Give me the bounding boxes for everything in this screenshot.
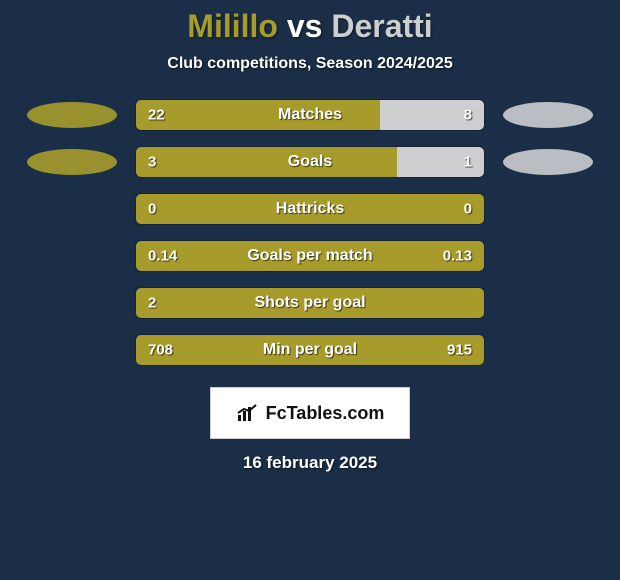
player2-silhouette bbox=[503, 149, 593, 175]
player1-silhouette bbox=[27, 149, 117, 175]
stat-bar: Matches 22 8 bbox=[135, 99, 485, 131]
stat-value-player2: 1 bbox=[464, 154, 472, 171]
stat-value-player1: 0.14 bbox=[148, 248, 177, 265]
stat-row: Shots per goal 2 bbox=[27, 287, 593, 319]
stats-region: Matches 22 8 Goals 3 1 Hattricks 0 0 Goals per ma… bbox=[27, 99, 593, 381]
stat-bar: Goals per match 0.14 0.13 bbox=[135, 240, 485, 272]
player2-silhouette bbox=[503, 102, 593, 128]
stat-row: Min per goal 708 915 bbox=[27, 334, 593, 366]
player1-silhouette bbox=[27, 102, 117, 128]
logo-text: FcTables.com bbox=[266, 403, 385, 424]
stat-row: Goals per match 0.14 0.13 bbox=[27, 240, 593, 272]
stat-value-player1: 3 bbox=[148, 154, 156, 171]
stat-label: Hattricks bbox=[276, 200, 344, 218]
player1-name: Milillo bbox=[187, 8, 278, 44]
chart-icon bbox=[236, 403, 260, 423]
stat-value-player1: 22 bbox=[148, 107, 165, 124]
stat-label: Matches bbox=[278, 106, 342, 124]
stat-row: Goals 3 1 bbox=[27, 146, 593, 178]
subtitle: Club competitions, Season 2024/2025 bbox=[167, 55, 452, 73]
stat-value-player2: 8 bbox=[464, 107, 472, 124]
stat-value-player2: 0.13 bbox=[443, 248, 472, 265]
logo-box: FcTables.com bbox=[210, 387, 410, 439]
stat-value-player2: 915 bbox=[447, 342, 472, 359]
stat-row: Matches 22 8 bbox=[27, 99, 593, 131]
stat-row: Hattricks 0 0 bbox=[27, 193, 593, 225]
stat-value-player1: 0 bbox=[148, 201, 156, 218]
stat-bar: Hattricks 0 0 bbox=[135, 193, 485, 225]
stat-label: Shots per goal bbox=[254, 294, 365, 312]
page-title: Milillo vs Deratti bbox=[187, 8, 432, 45]
stat-bar: Min per goal 708 915 bbox=[135, 334, 485, 366]
bar-segment-player1 bbox=[136, 100, 380, 130]
date-text: 16 february 2025 bbox=[243, 453, 377, 473]
stat-label: Goals per match bbox=[247, 247, 372, 265]
stat-label: Min per goal bbox=[263, 341, 357, 359]
vs-text: vs bbox=[287, 8, 323, 44]
stat-value-player1: 708 bbox=[148, 342, 173, 359]
stat-value-player1: 2 bbox=[148, 295, 156, 312]
stat-bar: Shots per goal 2 bbox=[135, 287, 485, 319]
bar-segment-player1 bbox=[136, 147, 397, 177]
stat-value-player2: 0 bbox=[464, 201, 472, 218]
infographic-container: Milillo vs Deratti Club competitions, Se… bbox=[0, 0, 620, 580]
player2-name: Deratti bbox=[331, 8, 432, 44]
stat-label: Goals bbox=[288, 153, 332, 171]
stat-bar: Goals 3 1 bbox=[135, 146, 485, 178]
